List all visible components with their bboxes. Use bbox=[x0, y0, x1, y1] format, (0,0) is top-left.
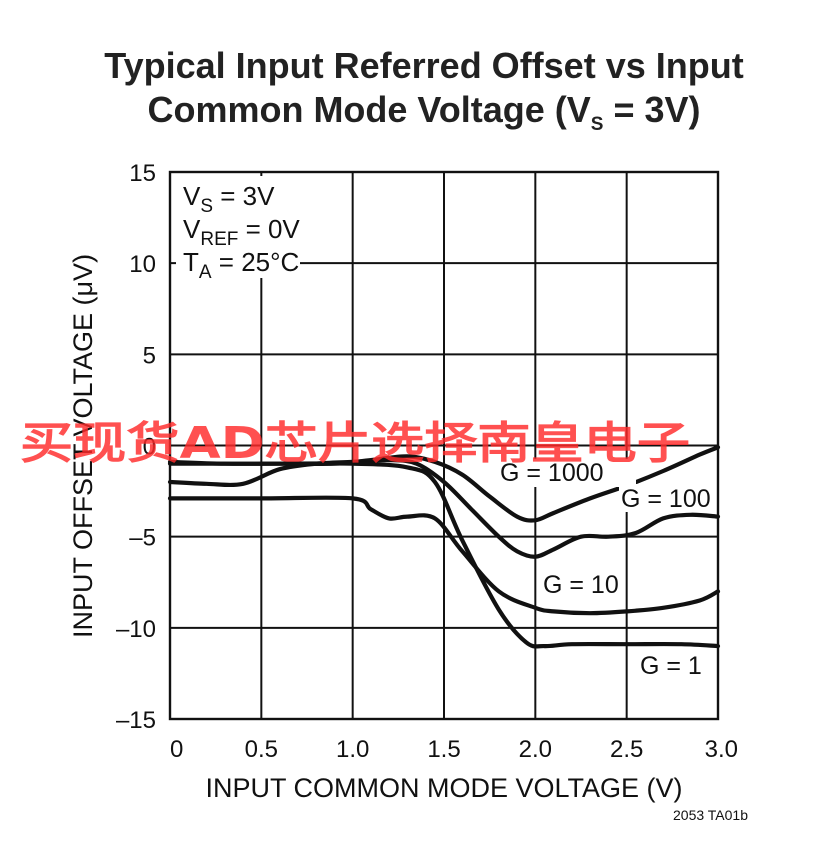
x-axis-label: INPUT COMMON MODE VOLTAGE (V) bbox=[205, 773, 682, 803]
y-tick-label-0: 15 bbox=[129, 160, 156, 187]
series-label-g10: G = 10 bbox=[543, 571, 619, 599]
y-tick-label-2: 5 bbox=[143, 342, 156, 369]
condition-vref: VREF = 0V bbox=[183, 214, 300, 250]
y-tick-label-5: –10 bbox=[116, 616, 156, 643]
x-tick-label-1: 0.5 bbox=[245, 736, 278, 763]
x-tick-label-4: 2.0 bbox=[519, 736, 552, 763]
y-tick-label-3: 0 bbox=[143, 434, 156, 461]
series-label-backing-g10 bbox=[541, 570, 623, 598]
condition-ta: TA = 25°C bbox=[183, 247, 299, 283]
series-label-g1000: G = 1000 bbox=[500, 459, 604, 487]
figure-id: 2053 TA01b bbox=[673, 807, 748, 823]
series-label-backing-g1000 bbox=[498, 459, 636, 487]
y-axis-label: INPUT OFFSET VOLTAGE (μV) bbox=[68, 254, 98, 638]
x-tick-labels: 0 0.5 1.0 1.5 2.0 2.5 3.0 bbox=[170, 736, 738, 763]
y-tick-labels: 15 10 5 0 –5 –10 –15 bbox=[116, 160, 156, 734]
x-tick-label-5: 2.5 bbox=[610, 736, 643, 763]
series-label-g1: G = 1 bbox=[640, 652, 702, 680]
series-line-1 bbox=[167, 461, 721, 649]
y-tick-label-1: 10 bbox=[129, 251, 156, 278]
x-tick-label-0: 0 bbox=[170, 736, 183, 763]
condition-vs: VS = 3V bbox=[183, 181, 275, 217]
series-label-backing-g1 bbox=[638, 651, 702, 679]
series-label-g100: G = 100 bbox=[621, 485, 711, 513]
x-tick-label-3: 1.5 bbox=[427, 736, 460, 763]
watermark: 买现货AD芯片选择南皇电子 bbox=[20, 418, 690, 469]
chart-title-line2: Common Mode Voltage (VS = 3V) bbox=[147, 89, 700, 135]
x-tick-label-6: 3.0 bbox=[705, 736, 738, 763]
x-tick-label-2: 1.0 bbox=[336, 736, 369, 763]
series-label-backing-g100 bbox=[619, 484, 716, 512]
conditions-backdrop bbox=[176, 176, 300, 278]
y-tick-label-4: –5 bbox=[129, 525, 156, 552]
series-lines bbox=[167, 445, 721, 649]
chart-title-line1: Typical Input Referred Offset vs Input bbox=[104, 45, 743, 86]
y-tick-label-6: –15 bbox=[116, 707, 156, 734]
series-line-100 bbox=[167, 457, 721, 559]
